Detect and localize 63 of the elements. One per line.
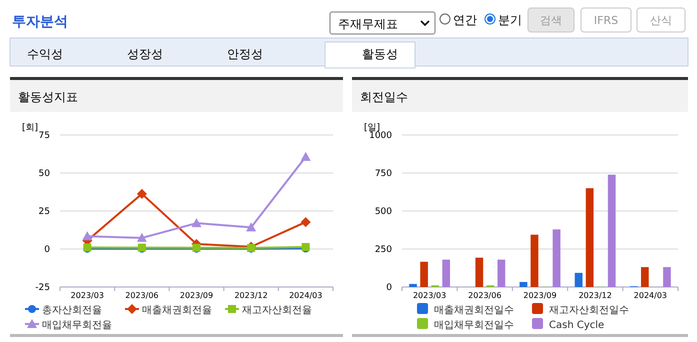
y-tick-label: 0 bbox=[44, 245, 50, 255]
legend-label: 재고자산회전일수 bbox=[549, 305, 629, 316]
point bbox=[82, 231, 92, 240]
text: IFRS bbox=[594, 14, 618, 27]
x-tick-label: 2024/03 bbox=[634, 291, 668, 300]
bar bbox=[530, 234, 538, 287]
chart-title: 회전일수 bbox=[360, 90, 408, 104]
point bbox=[300, 217, 311, 228]
legend-label: 매입채무회전일수 bbox=[434, 320, 514, 331]
y-tick-label: 0 bbox=[386, 283, 392, 293]
x-tick-label: 2023/03 bbox=[412, 291, 446, 300]
text: 수익성 bbox=[27, 47, 63, 61]
text: 검색 bbox=[540, 14, 562, 27]
bar bbox=[663, 267, 671, 287]
bar bbox=[574, 272, 583, 287]
bar bbox=[586, 188, 594, 287]
y-axis-title: [회] bbox=[22, 123, 38, 133]
x-tick-label: 2023/09 bbox=[180, 291, 214, 300]
x-tick-label: 2023/12 bbox=[234, 291, 268, 300]
chart-title: 활동성지표 bbox=[18, 90, 78, 104]
text: 성장성 bbox=[127, 47, 163, 61]
bar bbox=[475, 258, 484, 287]
legend-label: 재고자산회전율 bbox=[242, 305, 312, 316]
text: 분기 bbox=[498, 13, 522, 27]
x-tick-label: 2023/12 bbox=[578, 291, 612, 300]
text: 안정성 bbox=[227, 47, 263, 61]
point bbox=[300, 152, 311, 161]
y-tick-label: 25 bbox=[38, 207, 50, 217]
text: 활동성 bbox=[362, 47, 398, 61]
bar bbox=[641, 267, 649, 287]
bar bbox=[608, 174, 616, 287]
bar bbox=[442, 260, 450, 287]
text: 주재무제표 bbox=[338, 17, 398, 31]
text: 산식 bbox=[650, 14, 672, 27]
legend-label: 매출채권회전일수 bbox=[434, 305, 514, 316]
bar bbox=[497, 260, 506, 287]
y-axis-title: [일] bbox=[364, 123, 380, 133]
bar bbox=[409, 284, 417, 287]
legend-label: 총자산회전율 bbox=[42, 305, 102, 316]
y-tick-label: 1000 bbox=[369, 131, 392, 141]
y-tick-label: 50 bbox=[38, 169, 50, 179]
bar bbox=[552, 229, 560, 287]
y-tick-label: 250 bbox=[374, 245, 392, 255]
bar bbox=[420, 262, 428, 287]
text: 연간 bbox=[453, 13, 477, 27]
point bbox=[136, 188, 147, 199]
text: 투자분석 bbox=[12, 14, 68, 30]
legend-label: 매출채권회전율 bbox=[142, 305, 212, 316]
y-tick-label: 500 bbox=[374, 207, 392, 217]
y-tick-label: 75 bbox=[38, 131, 50, 141]
point bbox=[192, 218, 202, 228]
legend-label: Cash Cycle bbox=[549, 320, 604, 331]
y-tick-label: 750 bbox=[374, 169, 392, 179]
x-tick-label: 2023/06 bbox=[468, 291, 502, 300]
legend-label: 매입채무회전율 bbox=[42, 320, 112, 331]
y-tick-label: -25 bbox=[35, 283, 50, 293]
x-tick-label: 2023/09 bbox=[523, 291, 557, 300]
bar bbox=[520, 282, 528, 287]
point bbox=[246, 222, 256, 232]
point bbox=[136, 232, 147, 242]
x-tick-label: 2023/03 bbox=[70, 291, 104, 300]
x-tick-label: 2023/06 bbox=[125, 291, 159, 300]
x-tick-label: 2024/03 bbox=[289, 291, 322, 300]
